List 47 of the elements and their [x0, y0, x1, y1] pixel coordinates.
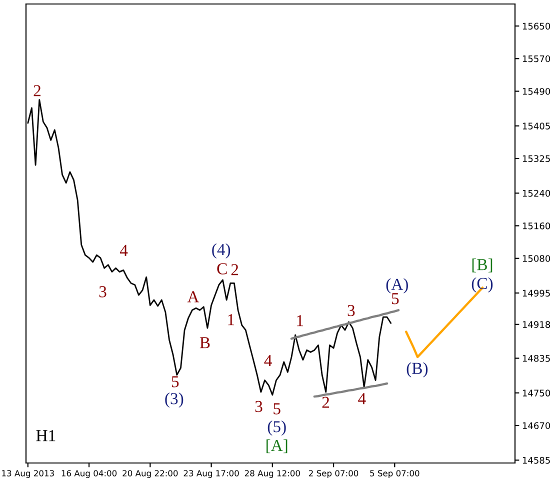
annotation: C: [217, 263, 227, 274]
annotation: A: [187, 291, 200, 302]
annotation: 4: [264, 355, 272, 366]
annotation: 5: [392, 293, 399, 304]
annotation: 1: [297, 315, 304, 326]
y-tick-label: 15650: [522, 22, 550, 30]
annotation: (5): [268, 420, 286, 436]
annotation: (C): [472, 277, 493, 292]
x-tick-label: 5 Sep 07:00: [370, 470, 420, 478]
annotation: 3: [99, 286, 106, 298]
y-tick-label: 14918: [522, 321, 550, 328]
y-tick-label: 15570: [522, 55, 550, 62]
x-tick-label: 23 Aug 17:00: [184, 470, 239, 478]
x-tick-label: 13 Aug 2013: [2, 470, 54, 478]
y-tick-label: 14670: [522, 422, 550, 430]
annotation: (3): [165, 392, 184, 408]
annotation: (4): [212, 243, 230, 258]
annotation: 1: [228, 314, 234, 326]
annotation: H1: [36, 430, 56, 442]
y-tick-label: 14585: [522, 456, 550, 464]
x-tick-label: 20 Aug 22:00: [122, 470, 178, 478]
annotation: (A): [386, 278, 408, 294]
annotation: (B): [406, 362, 428, 378]
y-tick-label: 15080: [522, 255, 550, 262]
x-tick-label: 2 Sep 07:00: [308, 470, 358, 478]
y-tick-label: 15240: [522, 190, 550, 197]
annotation: 4: [358, 393, 366, 404]
y-tick-label: 14835: [522, 354, 550, 362]
annotation: 3: [348, 304, 355, 316]
x-tick-label: 28 Aug 12:00: [244, 470, 300, 478]
annotation: 3: [255, 400, 262, 412]
annotation: 4: [120, 244, 128, 256]
y-tick-label: 15405: [522, 122, 550, 130]
annotation: 2: [34, 85, 40, 96]
x-tick-label: 16 Aug 04:00: [62, 470, 117, 478]
y-tick-label: 15160: [522, 222, 550, 230]
y-tick-label: 14995: [522, 290, 550, 297]
y-tick-label: 15325: [522, 155, 550, 162]
y-tick-label: 14750: [522, 390, 550, 396]
y-tick-label: 15490: [522, 88, 550, 95]
annotation: 5: [172, 376, 179, 388]
annotation: 2: [231, 264, 238, 276]
annotation: [B]: [472, 258, 492, 272]
annotation: 5: [274, 403, 280, 414]
annotation: 2: [322, 396, 330, 408]
annotation: B: [200, 337, 210, 348]
annotation: [A]: [266, 439, 288, 454]
